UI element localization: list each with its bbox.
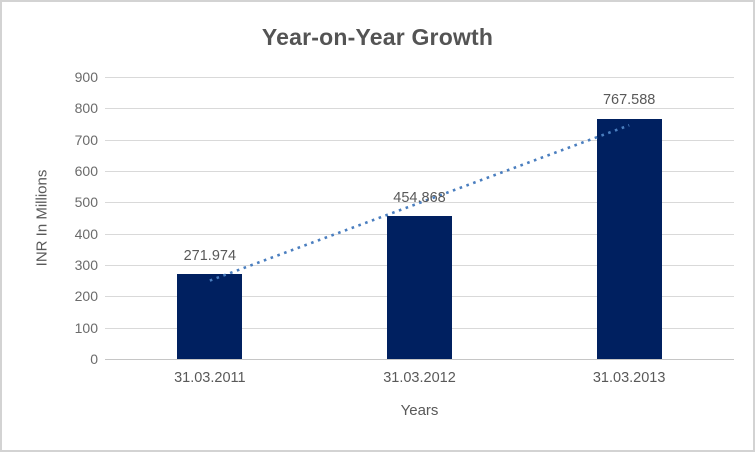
- bar-31.03.2013: [596, 118, 662, 359]
- trendline-dotted: [209, 124, 630, 282]
- y-tick-label: 700: [74, 131, 98, 148]
- gridline: [105, 359, 734, 360]
- x-tick-label: 31.03.2013: [592, 370, 666, 386]
- y-tick-label: 500: [74, 194, 98, 211]
- bar-31.03.2011: [177, 273, 243, 359]
- gridline: [105, 171, 734, 172]
- y-tick-label: 600: [74, 163, 98, 179]
- y-tick-label: 400: [74, 225, 98, 242]
- bar-31.03.2012: [387, 216, 452, 359]
- x-tick-label: 31.03.2011: [174, 370, 246, 386]
- y-tick-label: 200: [74, 288, 98, 305]
- bar-value-label: 767.588: [602, 92, 656, 109]
- y-tick-label: 100: [74, 319, 98, 336]
- gridline: [105, 108, 734, 110]
- y-tick-label: 900: [74, 69, 98, 85]
- gridline: [105, 139, 734, 141]
- x-axis-title: Years: [400, 402, 439, 419]
- y-axis-title: INR In Millions: [33, 169, 51, 267]
- bar-value-label: 271.974: [183, 247, 237, 264]
- bar-value-label: 454.868: [393, 190, 446, 207]
- x-tick-label: 31.03.2012: [383, 370, 456, 386]
- y-tick-label: 800: [74, 100, 98, 117]
- chart-title: Year-on-Year Growth: [261, 24, 494, 50]
- trendline: [209, 124, 630, 282]
- y-tick-label: 0: [90, 351, 98, 367]
- y-tick-label: 300: [74, 257, 98, 273]
- plot-area: 271.974 454.868 767.588: [105, 77, 734, 360]
- gridline: [105, 77, 734, 78]
